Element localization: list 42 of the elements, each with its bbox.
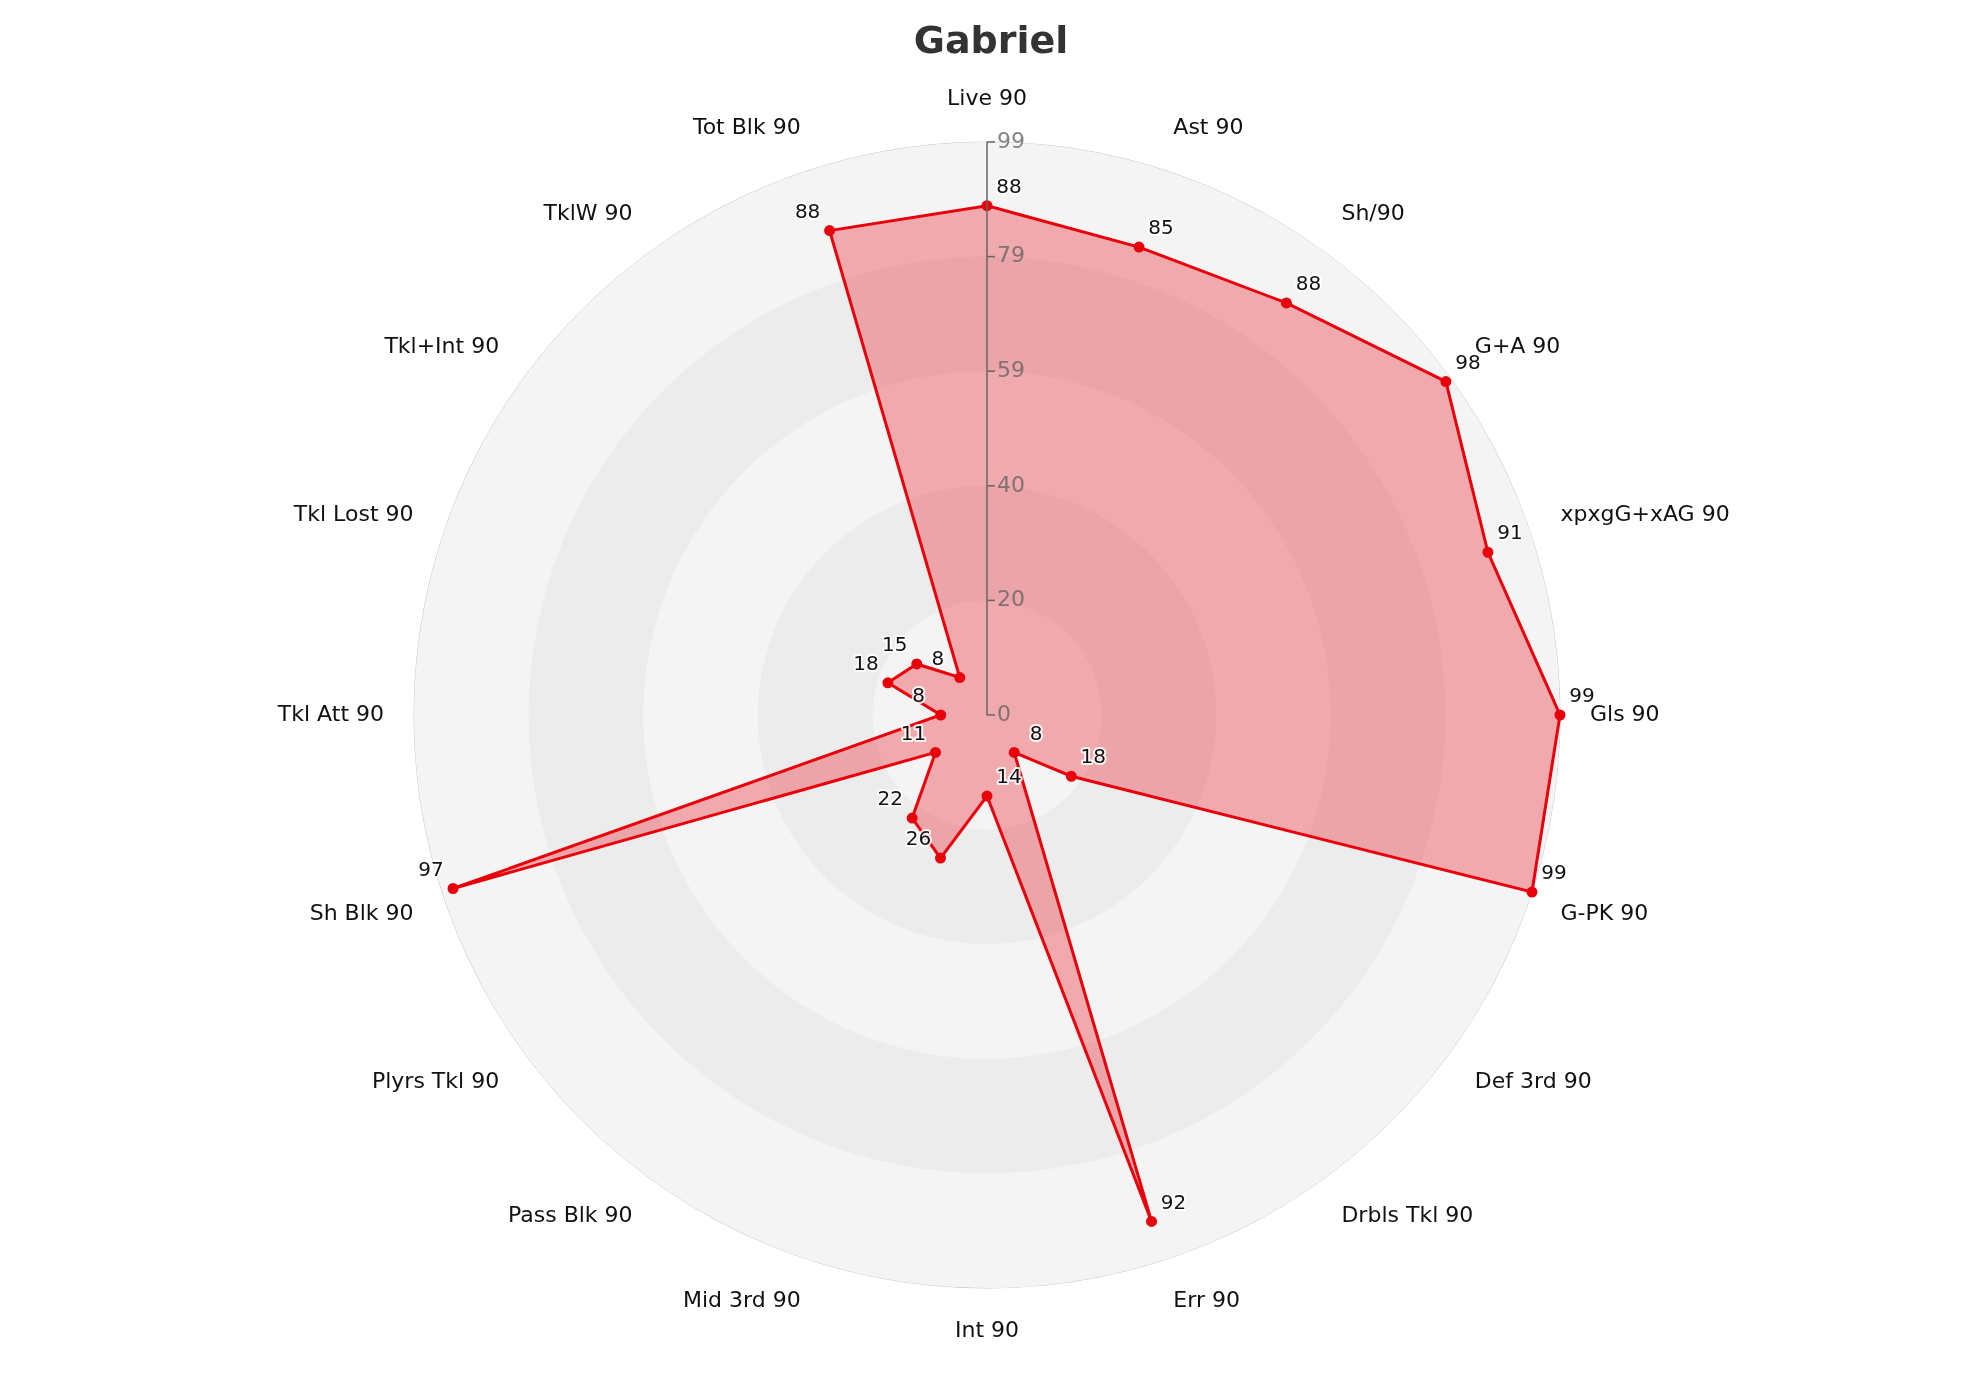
- spoke-label: Live 90: [947, 84, 1027, 110]
- y-tick-label: 0: [997, 700, 1011, 726]
- spoke-label: Tkl+Int 90: [383, 333, 500, 359]
- spoke-label: G-PK 90: [1560, 900, 1649, 926]
- data-label: 88: [996, 173, 1022, 198]
- data-label: 92: [1160, 1189, 1187, 1214]
- data-label: 88: [794, 198, 821, 223]
- spoke-label: Plyrs Tkl 90: [371, 1068, 500, 1094]
- spoke-label: Sh Blk 90: [309, 900, 414, 926]
- spoke-label: Err 90: [1173, 1287, 1240, 1313]
- y-tick-label: 79: [997, 242, 1025, 268]
- data-label: 18: [853, 651, 879, 676]
- data-label: 14: [996, 764, 1022, 789]
- spoke-label: Drbls Tkl 90: [1341, 1201, 1474, 1227]
- spoke-label: Pass Blk 90: [507, 1201, 633, 1227]
- data-label: 11: [900, 720, 927, 745]
- spoke-label: Def 3rd 90: [1474, 1068, 1592, 1094]
- y-tick-label: 59: [997, 356, 1025, 382]
- data-label: 15: [882, 632, 908, 657]
- spoke-label: Sh/90: [1341, 199, 1405, 225]
- spoke-label: Tkl Att 90: [276, 700, 384, 726]
- y-tick-label: 20: [997, 586, 1025, 612]
- data-label: 99: [1541, 860, 1567, 885]
- spoke-label: Mid 3rd 90: [682, 1287, 801, 1313]
- y-tick-label: 99: [997, 127, 1025, 153]
- spoke-label: xpxgG+xAG 90: [1560, 501, 1730, 527]
- data-label: 85: [1148, 215, 1174, 240]
- chart-title: Gabriel: [913, 17, 1069, 62]
- data-label: 88: [1295, 271, 1322, 296]
- data-label: 22: [877, 786, 903, 811]
- spoke-label: Tkl Lost 90: [292, 501, 414, 527]
- spoke-label: Ast 90: [1173, 114, 1244, 140]
- spoke-label: Tot Blk 90: [691, 114, 801, 140]
- spoke-label: Int 90: [954, 1316, 1020, 1342]
- spoke-label: Gls 90: [1590, 700, 1660, 726]
- data-label: 91: [1497, 520, 1523, 545]
- data-label: 18: [1080, 744, 1107, 769]
- data-label: 97: [418, 856, 444, 881]
- data-label: 8: [931, 645, 945, 670]
- spoke-label: TklW 90: [542, 199, 633, 225]
- data-label: 8: [1029, 720, 1043, 745]
- y-tick-label: 40: [997, 471, 1025, 497]
